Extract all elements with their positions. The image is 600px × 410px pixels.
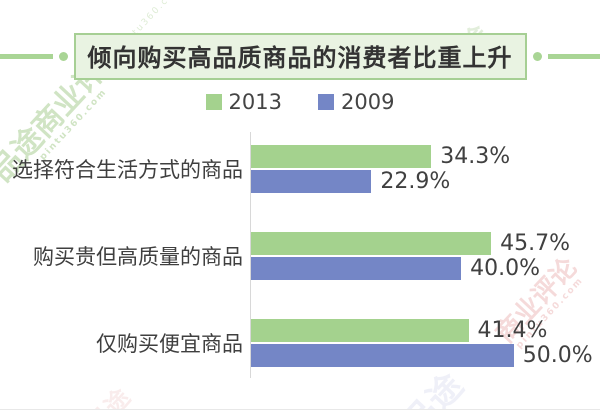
category-label: 选择符合生活方式的商品 <box>12 158 243 182</box>
bar-row-2013: 34.3% <box>251 144 540 169</box>
title-decoration-dot-right <box>532 52 542 61</box>
value-label-2013: 34.3% <box>440 144 511 169</box>
plot-area: 选择符合生活方式的商品 34.3% 22.9% 购买贵但高质量的商品 45.7% <box>0 144 600 368</box>
legend-swatch-2009 <box>318 94 334 110</box>
bar-group-expensive-quality: 购买贵但高质量的商品 45.7% 40.0% <box>0 231 600 281</box>
title-decoration-line-left <box>0 54 53 59</box>
legend-label-2013: 2013 <box>228 90 282 114</box>
bar-2009 <box>251 257 462 280</box>
legend-swatch-2013 <box>205 94 222 110</box>
watermark-brand-text: 品途 <box>83 384 136 409</box>
bar-row-2009: 50.0% <box>251 343 593 368</box>
legend-item-2009: 2009 <box>318 90 394 114</box>
bar-row-2009: 22.9% <box>251 169 540 194</box>
value-label-2009: 40.0% <box>470 256 541 281</box>
bar-pair: 41.4% 50.0% <box>251 318 593 368</box>
watermark-brand-text: 品途 <box>395 366 472 410</box>
bar-pair: 34.3% 22.9% <box>251 144 540 194</box>
title-decoration-line-right <box>547 54 600 59</box>
category-label: 仅购买便宜商品 <box>96 332 243 356</box>
chart-header: 倾向购买高品质商品的消费者比重上升 <box>0 33 600 80</box>
bar-pair: 45.7% 40.0% <box>251 231 570 281</box>
legend-label-2009: 2009 <box>341 90 395 114</box>
value-label-2013: 41.4% <box>477 318 548 343</box>
watermark-bottom-center: 品途 <box>395 366 472 410</box>
bar-row-2013: 45.7% <box>251 231 570 256</box>
bar-group-cheap-only: 仅购买便宜商品 41.4% 50.0% <box>0 318 600 368</box>
value-label-2009: 22.9% <box>380 169 451 194</box>
category-label: 购买贵但高质量的商品 <box>33 245 243 269</box>
bar-2013 <box>251 232 492 255</box>
category-axis-line <box>250 132 251 378</box>
bar-2013 <box>251 319 469 342</box>
bar-2013 <box>251 145 432 168</box>
bar-2009 <box>251 344 514 367</box>
bar-row-2009: 40.0% <box>251 256 541 281</box>
watermark-bottom-left: 品途 <box>83 384 136 409</box>
chart-title: 倾向购买高品质商品的消费者比重上升 <box>73 33 527 80</box>
bar-row-2013: 41.4% <box>251 318 547 343</box>
chart-legend: 2013 2009 <box>0 90 600 114</box>
value-label-2013: 45.7% <box>500 231 571 256</box>
title-decoration-dot-left <box>58 52 68 61</box>
bar-2009 <box>251 170 372 193</box>
value-label-2009: 50.0% <box>522 343 593 368</box>
bar-group-lifestyle: 选择符合生活方式的商品 34.3% 22.9% <box>0 144 600 194</box>
legend-item-2013: 2013 <box>205 90 282 114</box>
